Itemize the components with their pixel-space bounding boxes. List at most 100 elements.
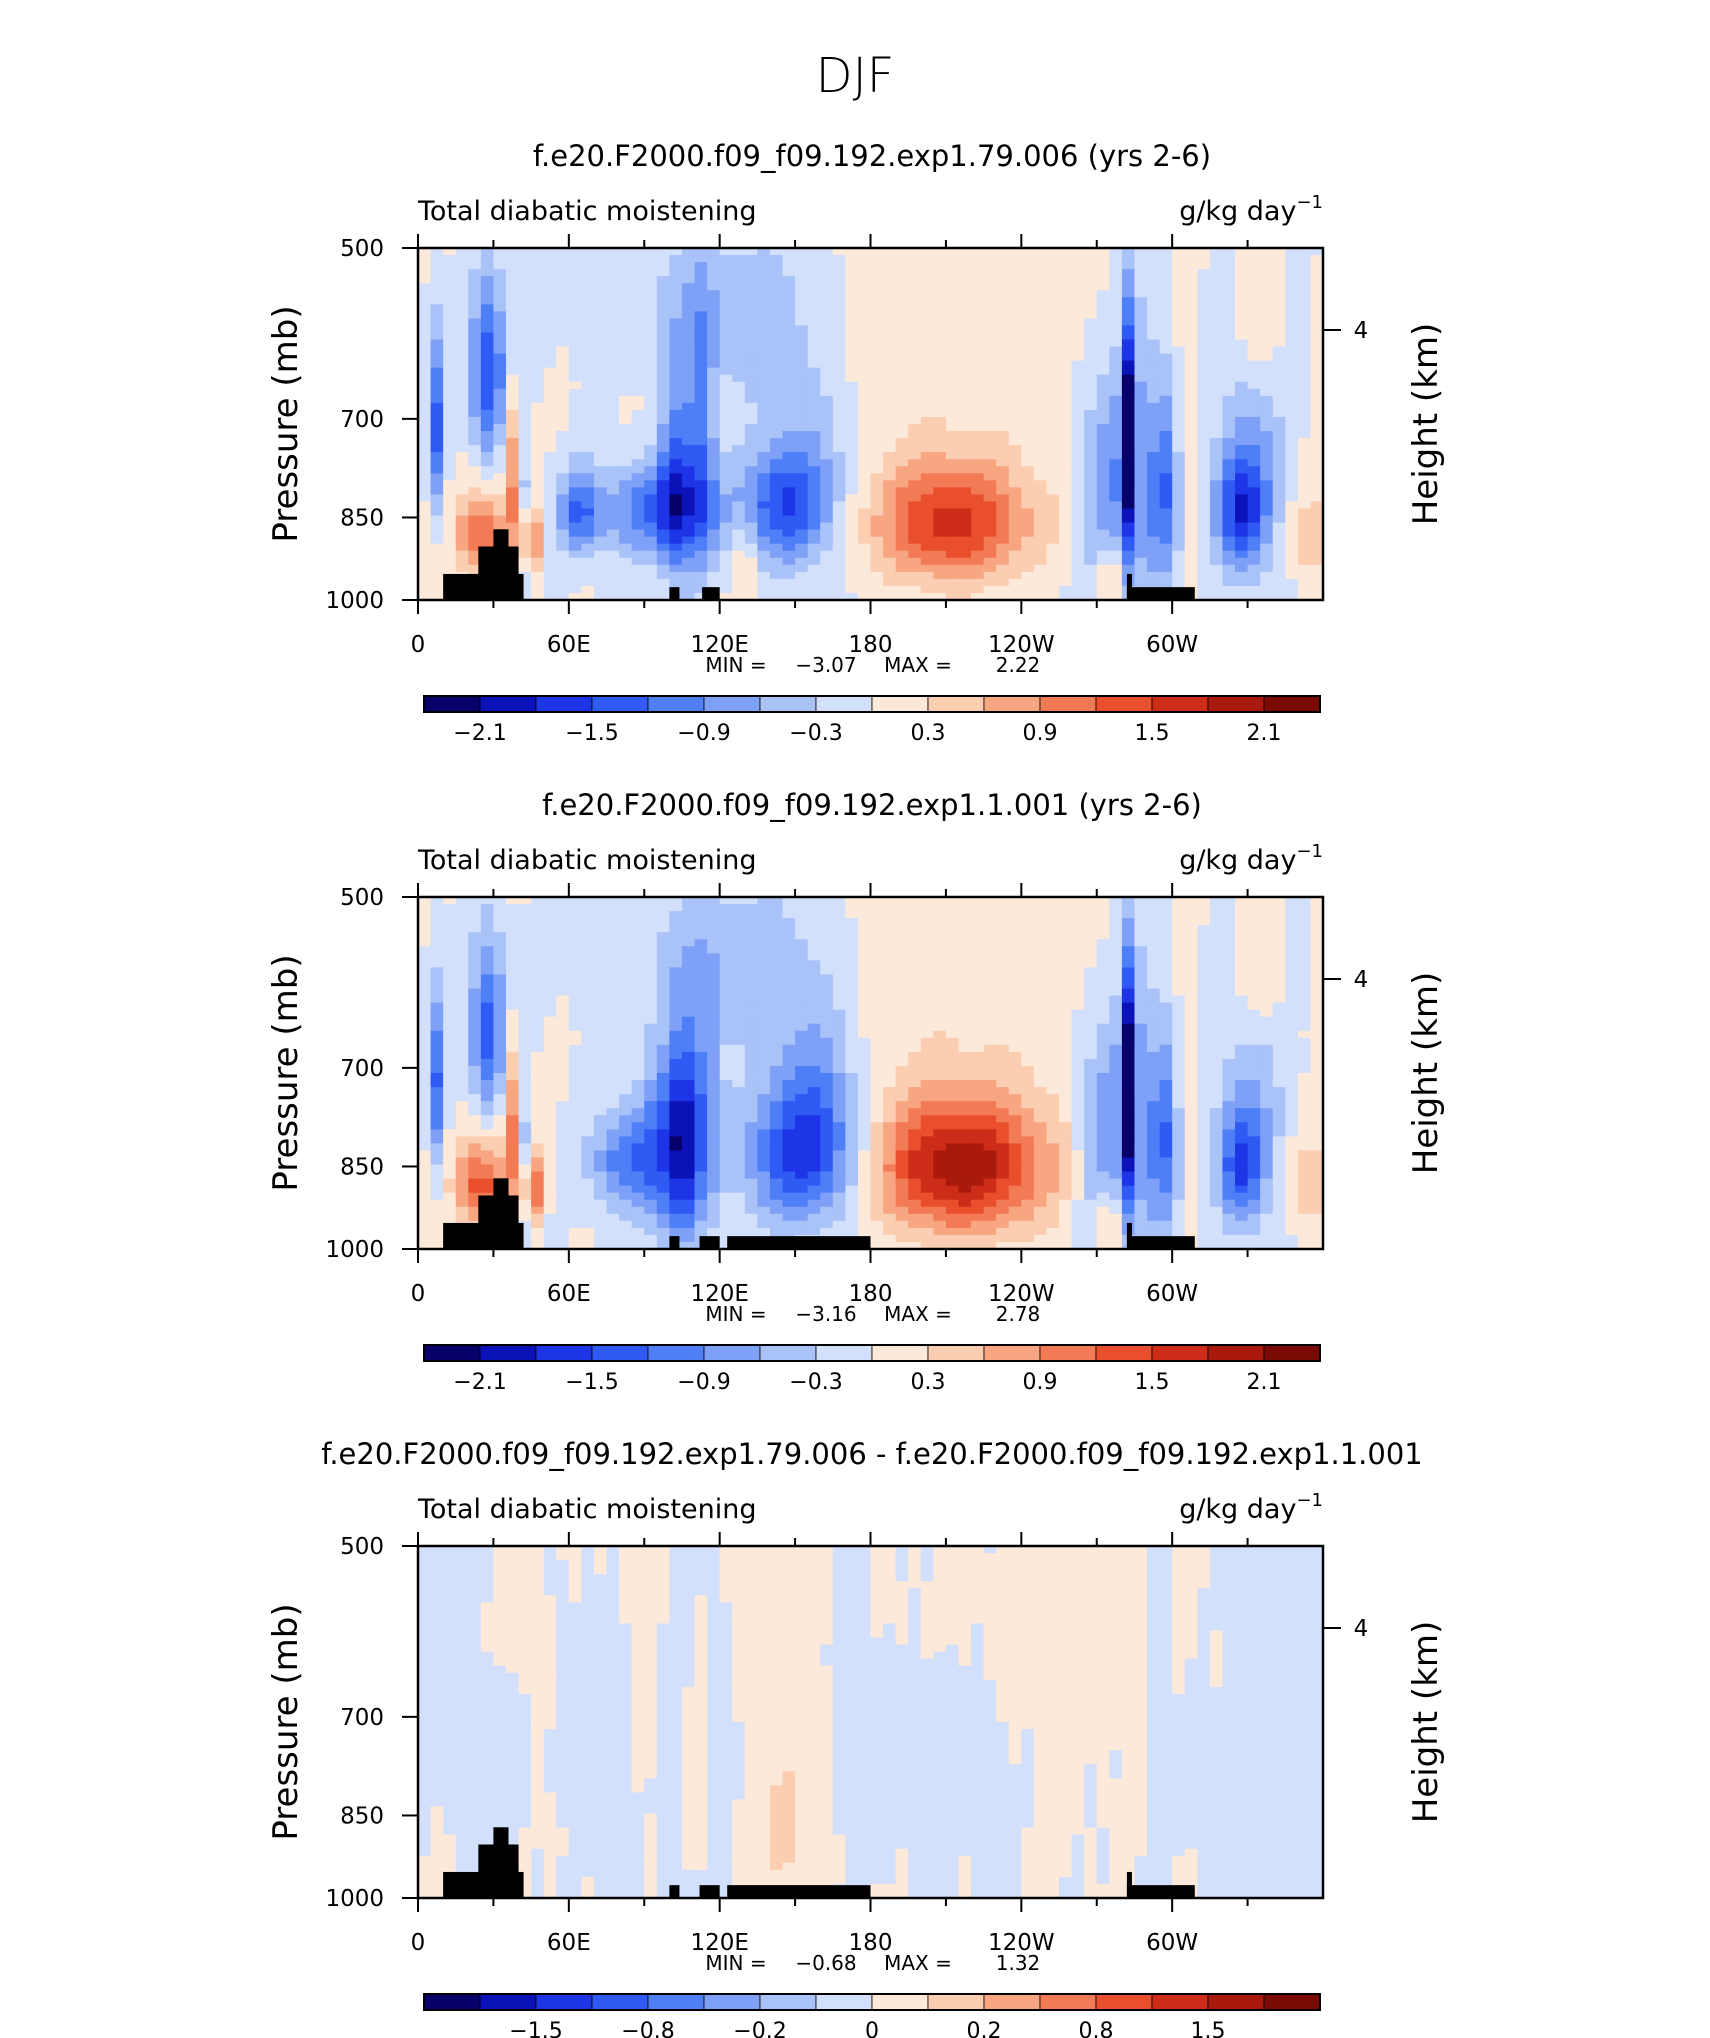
heatmap-cell xyxy=(543,995,557,1004)
heatmap-cell xyxy=(908,346,922,355)
heatmap-cell xyxy=(769,592,784,601)
heatmap-cell xyxy=(1260,325,1274,334)
heatmap-cell xyxy=(795,1016,809,1025)
heatmap-cell xyxy=(832,374,846,383)
heatmap-cell xyxy=(1147,967,1161,976)
heatmap-cell xyxy=(518,501,532,510)
heatmap-cell xyxy=(1033,925,1048,933)
heatmap-cell xyxy=(606,571,620,580)
heatmap-cell xyxy=(757,988,771,997)
heatmap-cell xyxy=(669,960,683,968)
heatmap-cell xyxy=(820,946,834,954)
heatmap-cell xyxy=(883,283,897,291)
heatmap-cell xyxy=(656,283,670,291)
heatmap-cell xyxy=(707,255,721,263)
heatmap-cell xyxy=(996,960,1010,968)
heatmap-cell xyxy=(795,946,809,954)
heatmap-cell xyxy=(1084,939,1098,947)
heatmap-cell xyxy=(1096,571,1110,580)
heatmap-cell xyxy=(1235,452,1249,460)
heatmap-cell xyxy=(581,508,595,517)
heatmap-cell xyxy=(581,988,595,997)
heatmap-cell xyxy=(443,255,457,263)
heatmap-cell xyxy=(1184,353,1198,362)
heatmap-cell xyxy=(1096,395,1110,404)
heatmap-cell xyxy=(581,932,595,940)
heatmap-cell xyxy=(958,346,972,355)
heatmap-cell xyxy=(870,353,884,362)
heatmap-cell xyxy=(1247,466,1261,474)
heatmap-cell xyxy=(908,388,922,397)
heatmap-cell xyxy=(556,988,570,997)
heatmap-cell xyxy=(883,325,897,334)
heatmap-cell xyxy=(1121,297,1136,305)
heatmap-cell xyxy=(468,1016,482,1025)
heatmap-cell xyxy=(1147,290,1161,298)
heatmap-cell xyxy=(971,409,985,418)
heatmap-cell xyxy=(593,374,608,383)
heatmap-cell xyxy=(732,381,746,390)
heatmap-cell xyxy=(744,897,758,905)
heatmap-cell xyxy=(1109,353,1123,362)
heatmap-cell xyxy=(1235,571,1249,580)
heatmap-cell xyxy=(1046,276,1060,284)
heatmap-cell xyxy=(707,409,721,418)
heatmap-cell xyxy=(1260,592,1274,601)
heatmap-cell xyxy=(619,939,633,947)
heatmap-cell xyxy=(1046,939,1060,947)
heatmap-cell xyxy=(1046,536,1060,545)
heatmap-cell xyxy=(443,452,457,460)
heatmap-cell xyxy=(807,402,821,411)
heatmap-cell xyxy=(480,529,495,538)
heatmap-cell xyxy=(644,925,658,933)
heatmap-cell xyxy=(908,374,922,383)
heatmap-cell xyxy=(757,946,771,954)
heatmap-cell xyxy=(1071,904,1085,912)
heatmap-cell xyxy=(895,395,909,404)
heatmap-cell xyxy=(593,395,608,404)
heatmap-cell xyxy=(870,557,884,566)
heatmap-cell xyxy=(983,904,997,912)
heatmap-cell xyxy=(983,304,997,312)
heatmap-cell xyxy=(593,346,608,355)
heatmap-cell xyxy=(1184,515,1198,524)
heatmap-cell xyxy=(870,276,884,284)
heatmap-cell xyxy=(593,262,608,270)
heatmap-cell xyxy=(631,416,645,425)
heatmap-cell xyxy=(719,304,733,312)
heatmap-cell xyxy=(1071,262,1085,270)
heatmap-cell xyxy=(505,255,520,263)
heatmap-cell xyxy=(707,473,721,481)
heatmap-cell xyxy=(707,297,721,305)
heatmap-cell xyxy=(1059,445,1073,453)
heatmap-cell xyxy=(694,318,708,327)
heatmap-cell xyxy=(1297,967,1312,976)
heatmap-cell xyxy=(418,911,432,919)
heatmap-cell xyxy=(1046,452,1060,460)
heatmap-cell xyxy=(493,346,507,355)
heatmap-cell xyxy=(418,981,432,990)
heatmap-cell xyxy=(807,578,821,587)
heatmap-cell xyxy=(681,967,696,976)
heatmap-cell xyxy=(581,304,595,312)
heatmap-cell xyxy=(908,332,922,341)
heatmap-cell xyxy=(493,374,507,383)
heatmap-cell xyxy=(744,416,758,425)
heatmap-cell xyxy=(1059,1016,1073,1025)
heatmap-cell xyxy=(1285,1002,1299,1011)
heatmap-cell xyxy=(568,522,582,531)
heatmap-cell xyxy=(619,953,633,961)
heatmap-cell xyxy=(933,459,947,467)
heatmap-cell xyxy=(669,339,683,348)
heatmap-cell xyxy=(883,536,897,545)
heatmap-cell xyxy=(656,416,670,425)
heatmap-cell xyxy=(556,367,570,376)
heatmap-cell xyxy=(430,431,444,439)
heatmap-cell xyxy=(443,318,457,327)
heatmap-cell xyxy=(832,332,846,341)
heatmap-cell xyxy=(971,911,985,919)
heatmap-cell xyxy=(631,276,645,284)
heatmap-cell xyxy=(1285,290,1299,298)
heatmap-cell xyxy=(430,911,444,919)
heatmap-cell xyxy=(933,918,947,926)
